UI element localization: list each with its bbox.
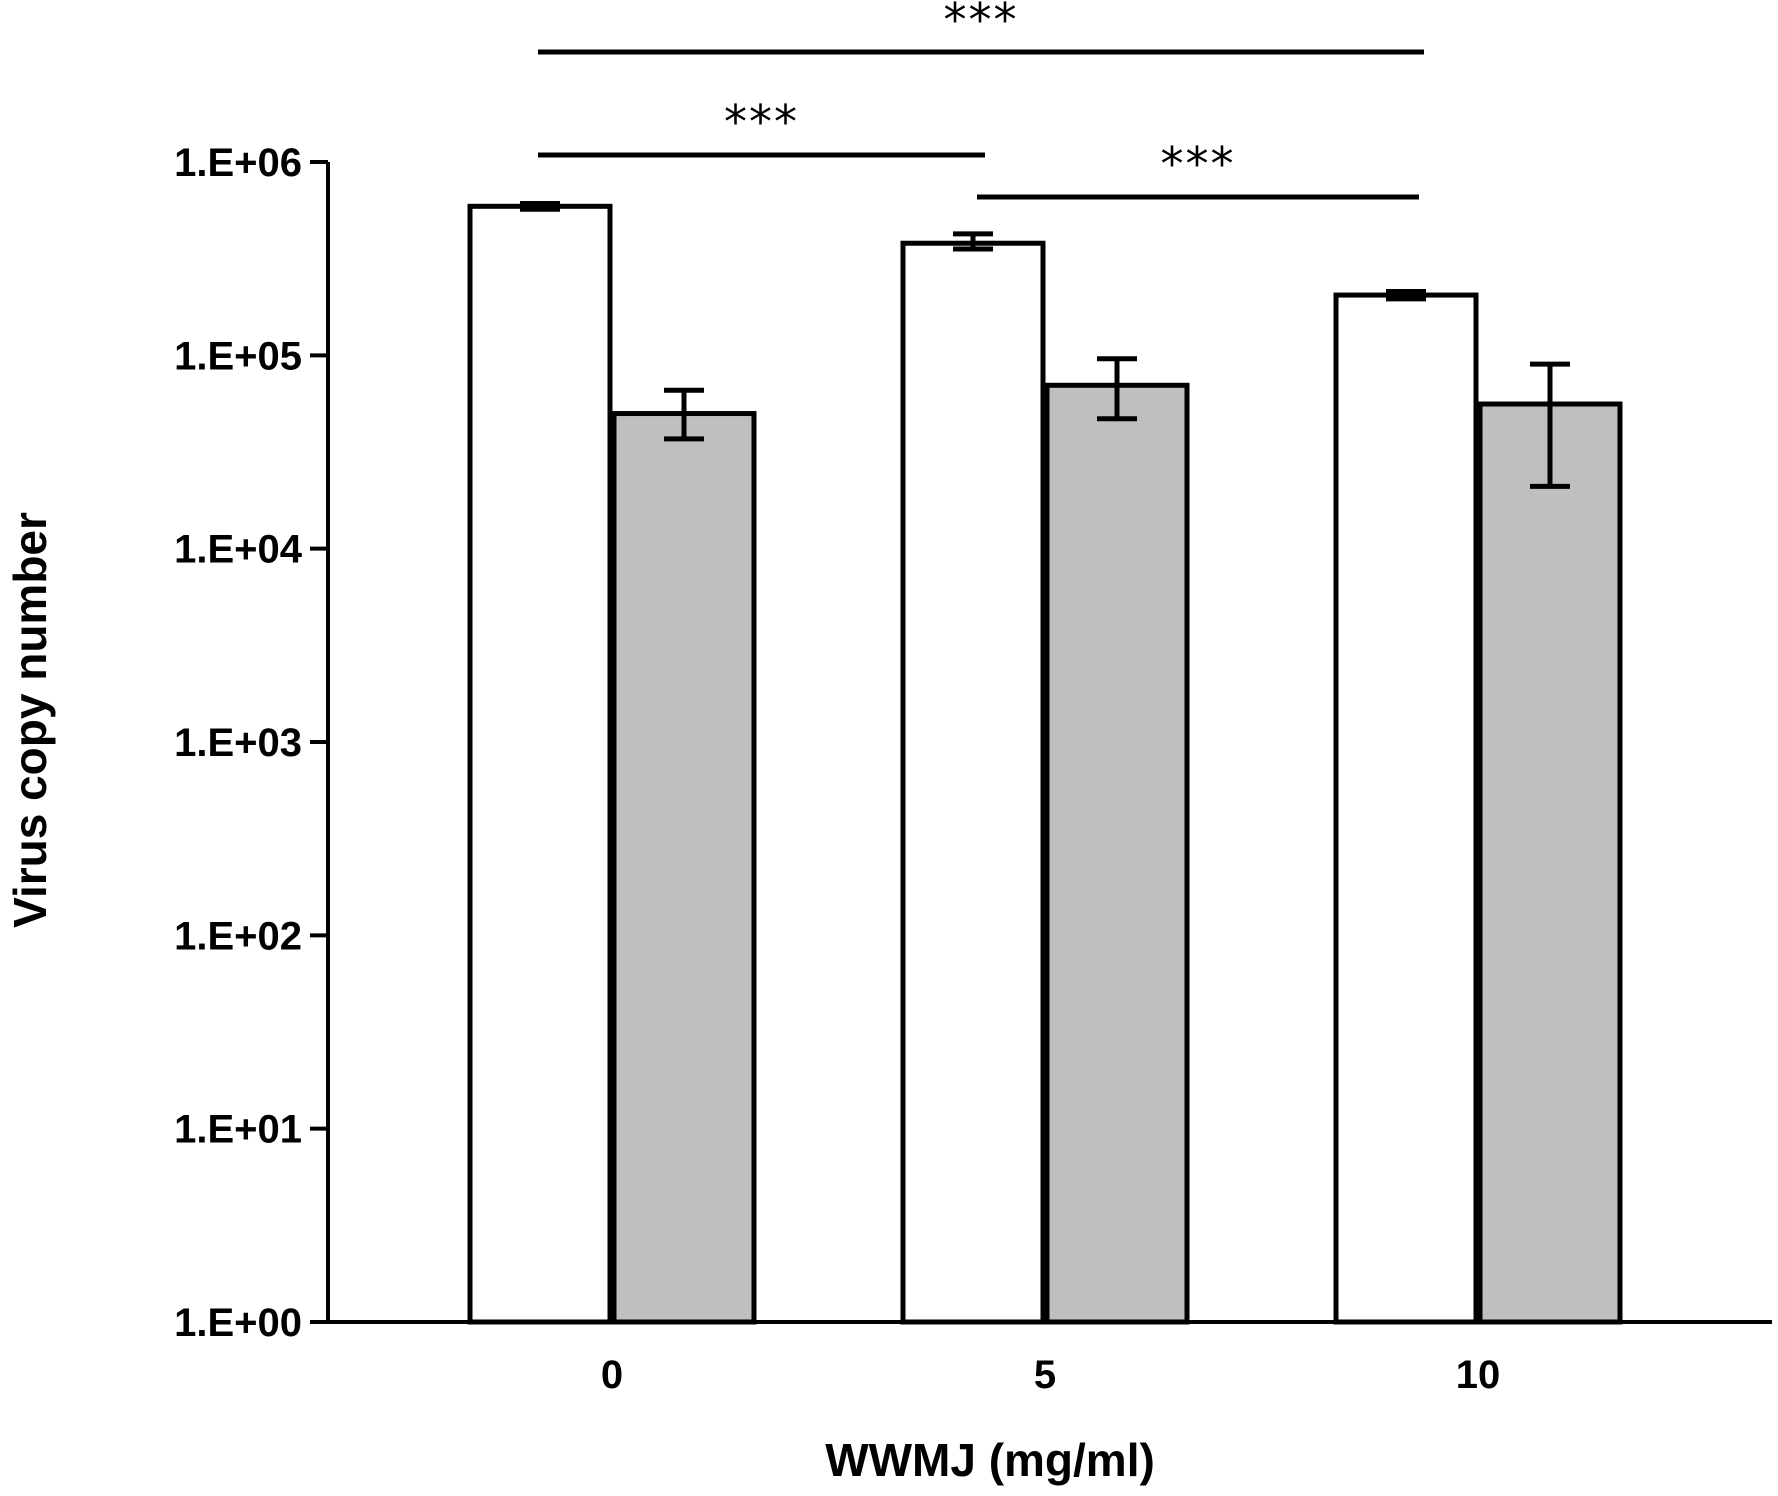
significance-brackets: *** *** *** — [538, 0, 1424, 200]
bars — [467, 203, 1623, 1325]
bar-series-1 — [1333, 292, 1479, 1325]
bar-series-2 — [1044, 382, 1190, 1325]
y-axis-title: Virus copy number — [4, 512, 56, 928]
bar-series-2 — [611, 411, 757, 1325]
y-tick-label: 1.E+06 — [174, 141, 302, 185]
bar-series-1 — [900, 240, 1046, 1325]
y-axis-ticks: 1.E+00 1.E+01 1.E+02 1.E+03 1.E+04 1.E+05 1.E+… — [174, 141, 328, 1345]
y-tick-label: 1.E+00 — [174, 1301, 302, 1345]
error-bars — [520, 201, 1570, 489]
bar-series-1 — [467, 203, 613, 1325]
y-tick-label: 1.E+04 — [174, 528, 303, 572]
y-tick-label: 1.E+02 — [174, 914, 302, 958]
x-tick-label: 10 — [1456, 1353, 1501, 1397]
x-axis-tick-labels: 0 5 10 — [601, 1353, 1500, 1397]
y-tick-label: 1.E+01 — [174, 1108, 302, 1152]
x-tick-label: 0 — [601, 1353, 623, 1397]
x-axis-title: WWMJ (mg/ml) — [825, 1434, 1155, 1486]
bar-series-2 — [1477, 401, 1623, 1325]
significance-label: *** — [1161, 137, 1236, 191]
significance-label: *** — [724, 95, 799, 149]
y-tick-label: 1.E+05 — [174, 334, 302, 378]
y-tick-label: 1.E+03 — [174, 721, 302, 765]
x-tick-label: 5 — [1034, 1353, 1056, 1397]
significance-label: *** — [944, 0, 1019, 47]
